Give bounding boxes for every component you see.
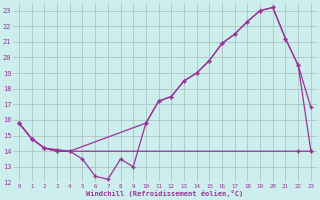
X-axis label: Windchill (Refroidissement éolien,°C): Windchill (Refroidissement éolien,°C) [86,190,244,197]
